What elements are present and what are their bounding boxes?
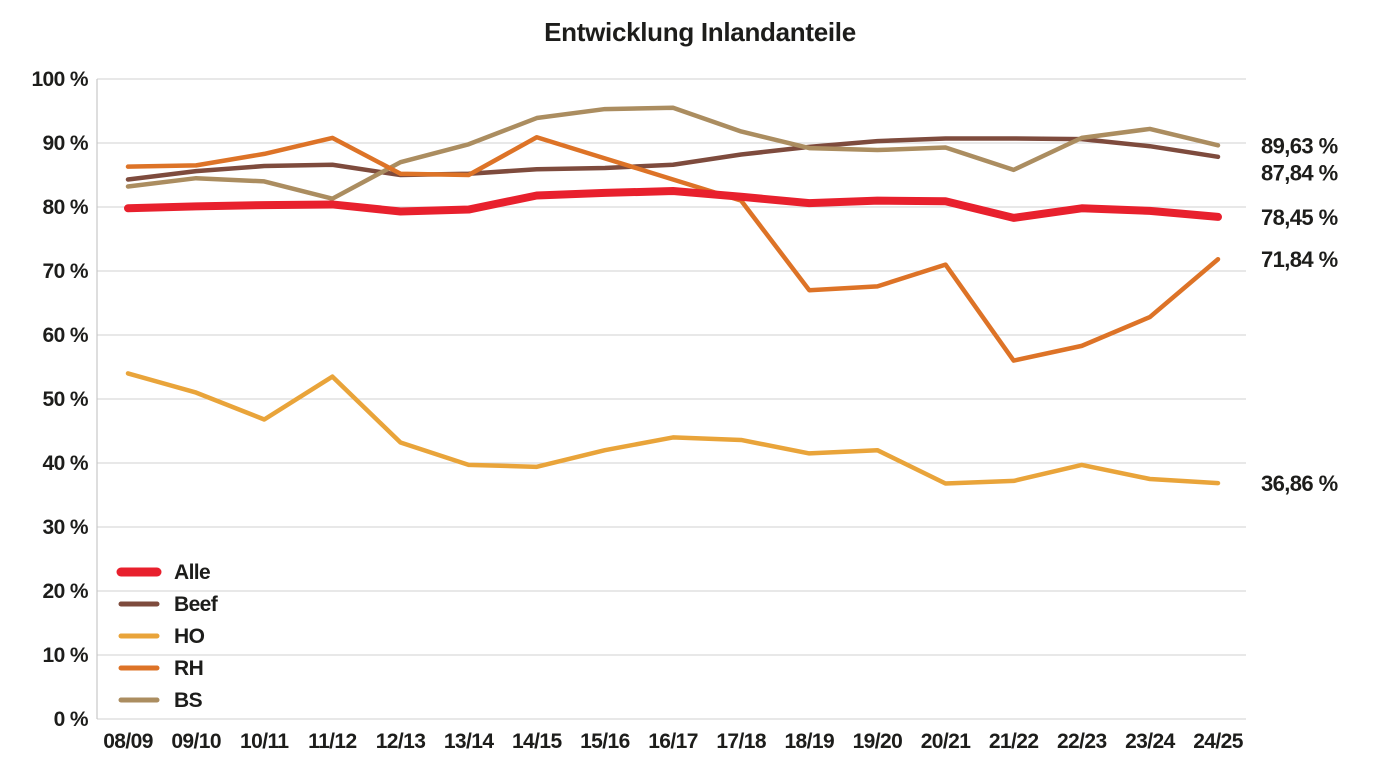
series-lines [124,105,1222,486]
legend-item-rh: RH [118,657,204,680]
x-tick-label: 11/12 [308,730,356,753]
y-tick-label: 100 % [31,68,88,91]
x-tick-label: 17/18 [716,730,766,753]
legend-item-beef: Beef [118,593,219,616]
x-tick-label: 19/20 [853,730,903,753]
x-tick-label: 20/21 [921,730,971,753]
series-line-alle [124,187,1222,222]
legend-item-ho: HO [118,625,205,648]
end-label-rh: 71,84 % [1261,247,1338,272]
series-line-ho [125,371,1221,486]
x-tick-label: 08/09 [103,730,153,753]
legend: Alle Beef HO RH BS [116,561,219,712]
series-end-labels: 89,63 %87,84 % 78,45 % 71,84 % 36,86 % [1261,133,1338,496]
y-tick-label: 60 % [43,324,89,347]
end-label-beef: 87,84 % [1261,160,1338,185]
legend-label-alle: Alle [174,561,210,584]
y-tick-label: 10 % [43,644,89,667]
end-label-bs: 89,63 % [1261,133,1338,158]
x-tick-label: 16/17 [648,730,698,753]
y-tick-label: 90 % [43,132,89,155]
x-axis-labels: 08/09 09/10 10/11 11/12 12/13 13/14 14/15 15/16… [103,730,1244,753]
x-tick-label: 14/15 [512,730,562,753]
x-tick-label: 21/22 [989,730,1039,753]
x-tick-label: 12/13 [376,730,426,753]
y-tick-label: 50 % [43,388,89,411]
x-tick-label: 23/24 [1125,730,1175,753]
end-label-ho: 36,86 % [1261,471,1338,496]
legend-item-alle: Alle [116,561,211,584]
series-line-beef [125,136,1221,182]
x-tick-label: 13/14 [444,730,494,753]
series-line-bs [125,105,1221,201]
end-label-alle: 78,45 % [1261,205,1338,230]
legend-label-beef: Beef [174,593,219,616]
x-tick-label: 24/25 [1193,730,1243,753]
x-tick-label: 15/16 [580,730,630,753]
y-tick-label: 70 % [43,260,89,283]
y-tick-label: 20 % [43,580,89,603]
x-tick-label: 09/10 [171,730,221,753]
y-tick-label: 40 % [43,452,89,475]
x-tick-label: 22/23 [1057,730,1107,753]
y-tick-label: 30 % [43,516,89,539]
series-line-rh [125,134,1221,363]
y-tick-label: 0 % [54,708,89,731]
x-tick-label: 10/11 [240,730,289,753]
legend-label-rh: RH [174,657,203,680]
chart-title: Entwicklung Inlandanteile [544,17,856,47]
y-tick-label: 80 % [43,196,89,219]
legend-label-ho: HO [174,625,205,648]
y-axis-labels: 0 % 10 % 20 % 30 % 40 % 50 % 60 % 70 % 80 % 90 % 1… [31,68,89,731]
x-tick-label: 18/19 [784,730,834,753]
gridlines [96,78,1246,720]
legend-label-bs: BS [174,689,203,712]
legend-item-bs: BS [118,689,203,712]
